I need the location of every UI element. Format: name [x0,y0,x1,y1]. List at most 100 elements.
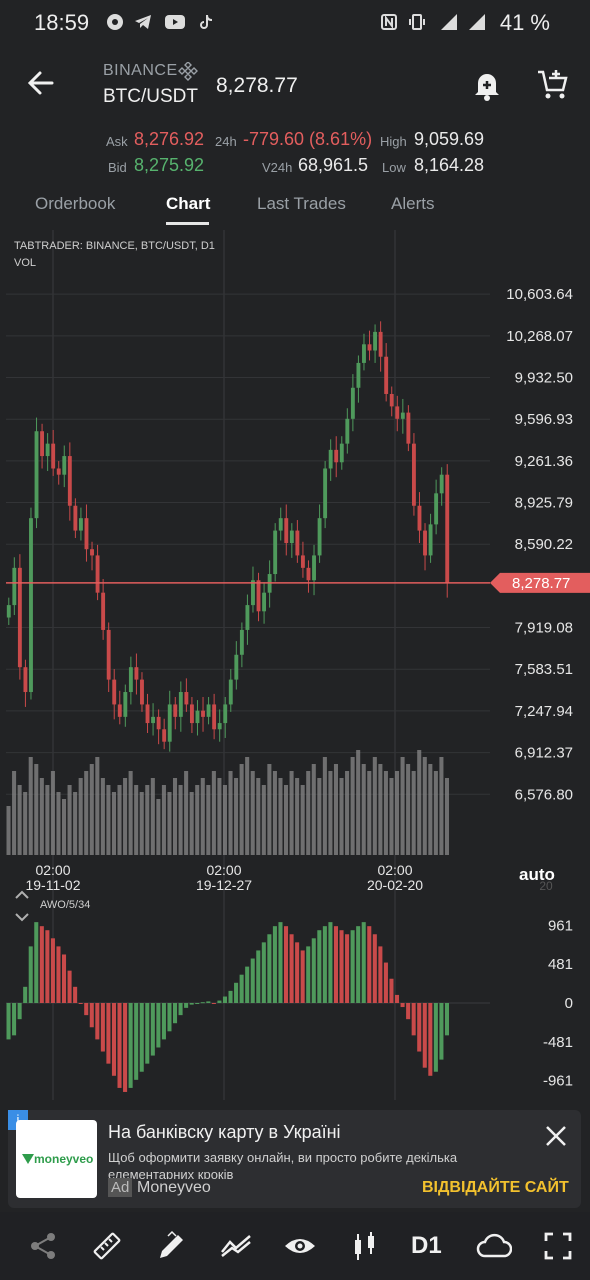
price-tick-label: 8,925.79 [515,495,573,512]
collapse-indicator-icon[interactable] [15,890,29,922]
candle-body [239,629,244,655]
share-icon[interactable] [27,1230,59,1262]
awo-bar [256,950,261,1003]
ad-cta-button[interactable]: ВІДВІДАЙТЕ САЙТ [422,1179,569,1196]
ad-banner[interactable]: i moneyveo На банківску карту в Україні … [8,1110,581,1208]
volume-bar [389,778,394,855]
volume-bar [361,764,366,855]
fullscreen-icon[interactable] [542,1230,574,1262]
candle-body [234,654,239,680]
low-label: Low [382,160,406,175]
volume-bar [78,778,83,855]
awo-bar [289,934,294,1003]
volume-bar [17,785,22,855]
volume-bar [267,764,272,855]
awo-tick-label: 0 [565,995,573,1012]
candle-type-icon[interactable] [349,1230,381,1262]
candle-body [278,518,283,531]
candle-body [23,667,28,693]
awo-bar [361,922,366,1003]
volume-bar [12,771,17,855]
price-tick-label: 9,932.50 [515,370,573,387]
volume-bar [295,778,300,855]
awo-bar [111,1003,116,1076]
candle-body [206,704,211,717]
candle-body [411,443,416,506]
volume-bar [89,764,94,855]
awo-bar [372,934,377,1003]
price-chart[interactable]: 8,278.77 TABTRADER: BINANCE, BTC/USDT, D… [0,230,590,1110]
volume-bar [250,771,255,855]
battery-text: 41 % [499,10,550,35]
candle-body [306,567,311,581]
volume-bar [228,771,233,855]
awo-bar [417,1003,422,1052]
timeframe-button[interactable]: D1 [411,1232,442,1259]
exchange-name: BINANCE [103,62,178,79]
volume-bar [311,764,316,855]
awo-bar [350,930,355,1003]
youtube-icon [165,15,185,29]
visibility-eye-icon[interactable] [284,1230,316,1262]
cloud-icon[interactable] [476,1230,512,1262]
awo-bar [95,1003,100,1040]
volume-bar [217,778,222,855]
awo-bar [217,1000,222,1003]
pair-symbol[interactable]: BTC/USDT [103,86,198,107]
volume-series [6,750,449,855]
awo-bar [206,1001,211,1003]
tab-orderbook[interactable]: Orderbook [35,194,116,213]
indicators-icon[interactable] [220,1230,252,1262]
volume-bar [84,771,89,855]
candle-body [73,505,78,531]
tab-chart[interactable]: Chart [166,194,211,213]
last-price: 8,278.77 [216,74,298,97]
ruler-icon[interactable] [91,1230,123,1262]
ad-close-icon[interactable] [544,1124,568,1148]
volume-bar [173,778,178,855]
volume-bar [178,785,183,855]
awo-bar [134,1003,139,1080]
candle-body [217,723,222,730]
volume-bar [333,764,338,855]
awo-bar [45,930,50,1003]
add-to-cart-button[interactable] [536,68,570,102]
awo-bar [278,922,283,1003]
volume-bar [167,792,172,855]
back-arrow-icon[interactable] [26,68,56,98]
candle-body [201,710,205,717]
auto-scale-button[interactable]: auto [519,865,555,884]
awo-bar [395,994,400,1003]
awo-bar [173,1003,178,1024]
tab-last-trades[interactable]: Last Trades [257,194,346,213]
volume-bar [45,785,50,855]
price-tick-label: 10,603.64 [506,286,573,303]
tab-alerts[interactable]: Alerts [391,194,435,213]
awo-bar [295,942,300,1003]
awo-tick-label: 961 [548,917,573,934]
volume-bar [411,771,416,855]
volume-bar [300,785,305,855]
volume-bar [378,764,383,855]
ad-logo-text: moneyveo [34,1152,94,1166]
draw-pencil-icon[interactable] [156,1230,188,1262]
candle-body [406,412,411,444]
candle-body [167,704,172,742]
volume-bar [100,778,105,855]
volume-bar [134,785,139,855]
volume-bar [383,771,388,855]
candle-body [289,530,294,543]
awo-bar [211,1003,216,1004]
volume-bar [417,750,422,855]
ad-title[interactable]: На банківску карту в Україні [108,1122,341,1142]
awo-bar [195,1003,200,1004]
candle-body [350,387,355,419]
add-alert-button[interactable] [470,68,504,102]
awo-bar [400,1003,405,1008]
nfc-icon [381,14,397,30]
awo-bar [345,934,350,1003]
awo-bar [200,1002,205,1004]
awo-bar [78,1003,83,1004]
awo-bar [389,978,394,1003]
volume-bar [128,771,133,855]
